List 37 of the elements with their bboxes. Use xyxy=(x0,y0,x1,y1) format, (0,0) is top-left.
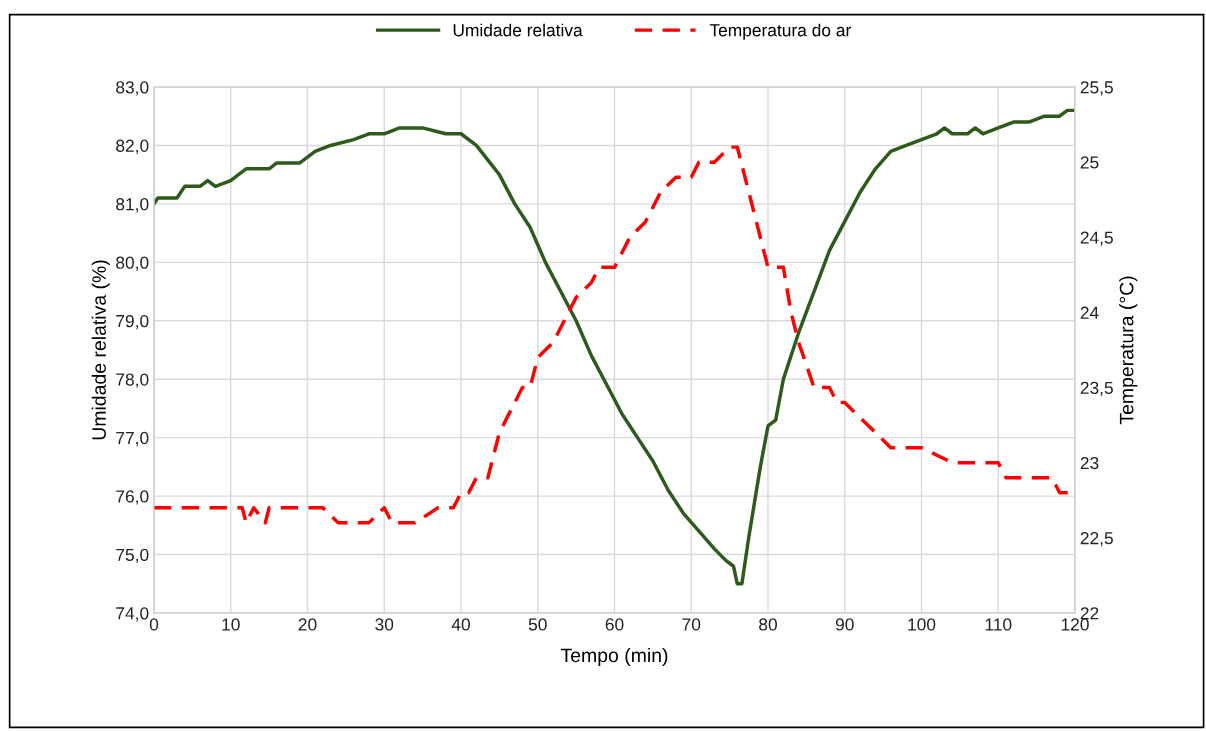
y-tick-label: 77,0 xyxy=(116,431,149,447)
y2-tick-label: 23 xyxy=(1080,456,1099,470)
x-tick-label: 30 xyxy=(375,618,394,631)
line-series xyxy=(154,108,1075,586)
y-tick-label: 79,0 xyxy=(116,314,149,330)
legend-label: Temperatura do ar xyxy=(709,23,851,40)
y2-tick-label: 25 xyxy=(1080,156,1099,169)
y-tick-label: 75,0 xyxy=(116,548,149,564)
y-tick-label: 82,0 xyxy=(116,139,149,154)
legend-label: Umidade relativa xyxy=(453,23,583,37)
y-axis-title: Umidade relativa (%) xyxy=(91,260,110,440)
x-tick-label: 100 xyxy=(908,618,936,631)
y2-tick-label: 24,5 xyxy=(1080,231,1113,246)
y-tick-label: 80,0 xyxy=(116,256,149,271)
y-tick-label: 78,0 xyxy=(116,373,149,388)
y2-axis-title: Temperatura (°C) xyxy=(1119,276,1138,425)
x-tick-label: 70 xyxy=(682,618,701,631)
y2-tick-label: 24 xyxy=(1080,306,1099,319)
x-tick-label: 110 xyxy=(985,618,1012,631)
y2-tick-label: 25,5 xyxy=(1080,81,1113,96)
x-tick-label: 90 xyxy=(835,618,854,631)
x-tick-label: 120 xyxy=(1061,618,1089,631)
y-tick-label: 81,0 xyxy=(116,198,149,213)
x-tick-label: 60 xyxy=(605,618,624,631)
x-tick-label: 40 xyxy=(451,618,470,631)
y-tick-label: 76,0 xyxy=(116,490,149,505)
y2-tick-label: 22 xyxy=(1080,607,1099,620)
x-tick-label: 10 xyxy=(222,618,240,631)
y-tick-label: 83,0 xyxy=(116,81,149,96)
x-tick-label: 0 xyxy=(149,618,159,631)
x-axis-title: Tempo (min) xyxy=(560,647,668,667)
x-tick-label: 50 xyxy=(528,618,547,631)
y-tick-label: 74,0 xyxy=(116,607,149,622)
y2-tick-label: 22,5 xyxy=(1080,532,1113,547)
x-tick-label: 80 xyxy=(759,618,777,631)
y2-tick-label: 23,5 xyxy=(1080,381,1113,397)
x-tick-label: 20 xyxy=(298,618,317,631)
